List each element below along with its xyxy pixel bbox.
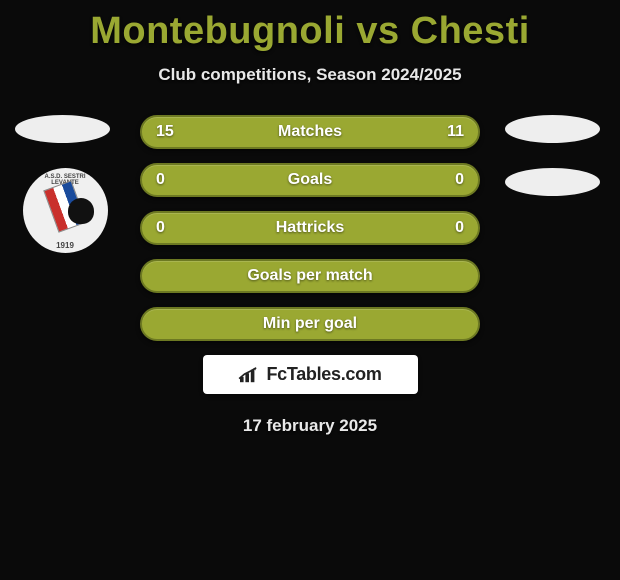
page-title: Montebugnoli vs Chesti [0, 0, 620, 53]
brand-logo-link[interactable]: FcTables.com [203, 355, 418, 394]
subtitle: Club competitions, Season 2024/2025 [0, 65, 620, 85]
left-player-avatar [15, 115, 110, 143]
club-badge-head-icon [68, 198, 94, 224]
stat-label: Min per goal [181, 315, 439, 333]
right-player-avatar [505, 115, 600, 143]
left-player-column: A.S.D. SESTRI LEVANTE 1919 [15, 115, 115, 253]
stat-left-value: 15 [156, 123, 181, 141]
stat-row-goals: 0 Goals 0 [140, 163, 480, 197]
stat-row-matches: 15 Matches 11 [140, 115, 480, 149]
stat-label: Matches [181, 123, 439, 141]
stat-label: Goals [181, 171, 439, 189]
stat-right-value: 0 [439, 171, 464, 189]
stat-left-value: 0 [156, 219, 181, 237]
left-club-badge: A.S.D. SESTRI LEVANTE 1919 [23, 168, 108, 253]
stat-left-value: 0 [156, 171, 181, 189]
comparison-container: A.S.D. SESTRI LEVANTE 1919 15 Matches 11… [0, 115, 620, 436]
stat-right-value: 0 [439, 219, 464, 237]
stat-label: Hattricks [181, 219, 439, 237]
right-player-column [505, 115, 605, 221]
stat-row-min-per-goal: Min per goal [140, 307, 480, 341]
right-club-badge-placeholder [505, 168, 600, 196]
brand-text: FcTables.com [266, 364, 381, 385]
stat-row-hattricks: 0 Hattricks 0 [140, 211, 480, 245]
stat-label: Goals per match [181, 267, 439, 285]
club-badge-text-bottom: 1919 [30, 241, 100, 250]
bar-chart-icon [238, 366, 260, 384]
stat-right-value: 11 [439, 123, 464, 141]
stat-row-goals-per-match: Goals per match [140, 259, 480, 293]
stats-list: 15 Matches 11 0 Goals 0 0 Hattricks 0 Go… [140, 115, 480, 341]
footer-date: 17 february 2025 [10, 416, 610, 436]
